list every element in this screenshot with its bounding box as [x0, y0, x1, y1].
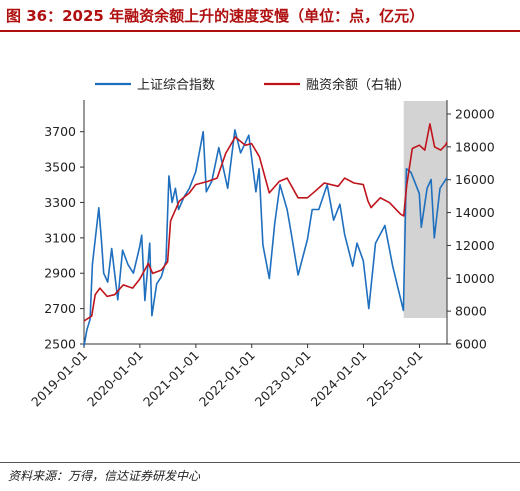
x-tick-label: 2021-01-01: [140, 348, 202, 410]
legend-label: 上证综合指数: [137, 78, 215, 93]
right-tick-label: 18000: [455, 139, 495, 154]
right-tick-label: 6000: [455, 337, 487, 352]
index-series-line: [83, 129, 448, 346]
left-tick-label: 2900: [44, 266, 76, 281]
source-note: 资料来源：万得，信达证券研发中心: [8, 469, 201, 483]
right-tick-label: 12000: [455, 238, 495, 253]
x-tick-label: 2020-01-01: [84, 348, 146, 410]
left-tick-label: 2500: [44, 337, 76, 352]
left-tick-label: 2700: [44, 301, 76, 316]
title-rule: [0, 30, 520, 32]
left-tick-label: 3700: [44, 124, 76, 139]
margin-balance-series-line: [83, 123, 448, 322]
right-tick-label: 20000: [455, 107, 495, 122]
footer-rule: [0, 462, 520, 463]
x-tick-label: 2023-01-01: [252, 348, 314, 410]
x-tick-label: 2025-01-01: [364, 348, 426, 410]
right-tick-label: 8000: [455, 304, 487, 319]
x-tick-label: 2022-01-01: [196, 348, 258, 410]
line-chart: 2500 2700 2900 3100 3300 3500 3700 6000 8000 1000…: [28, 77, 495, 410]
chart-title: 图 36：2025 年融资余额上升的速度变慢（单位：点，亿元）: [6, 7, 425, 25]
left-tick-label: 3100: [44, 230, 76, 245]
right-tick-label: 14000: [455, 205, 495, 220]
x-tick-label: 2024-01-01: [308, 348, 370, 410]
x-tick-label: 2019-01-01: [28, 348, 90, 410]
right-tick-label: 10000: [455, 271, 495, 286]
right-tick-label: 16000: [455, 172, 495, 187]
left-tick-label: 3300: [44, 195, 76, 210]
shaded-region: [403, 101, 447, 318]
left-tick-label: 3500: [44, 160, 76, 175]
legend-label: 融资余额（右轴）: [306, 77, 410, 93]
